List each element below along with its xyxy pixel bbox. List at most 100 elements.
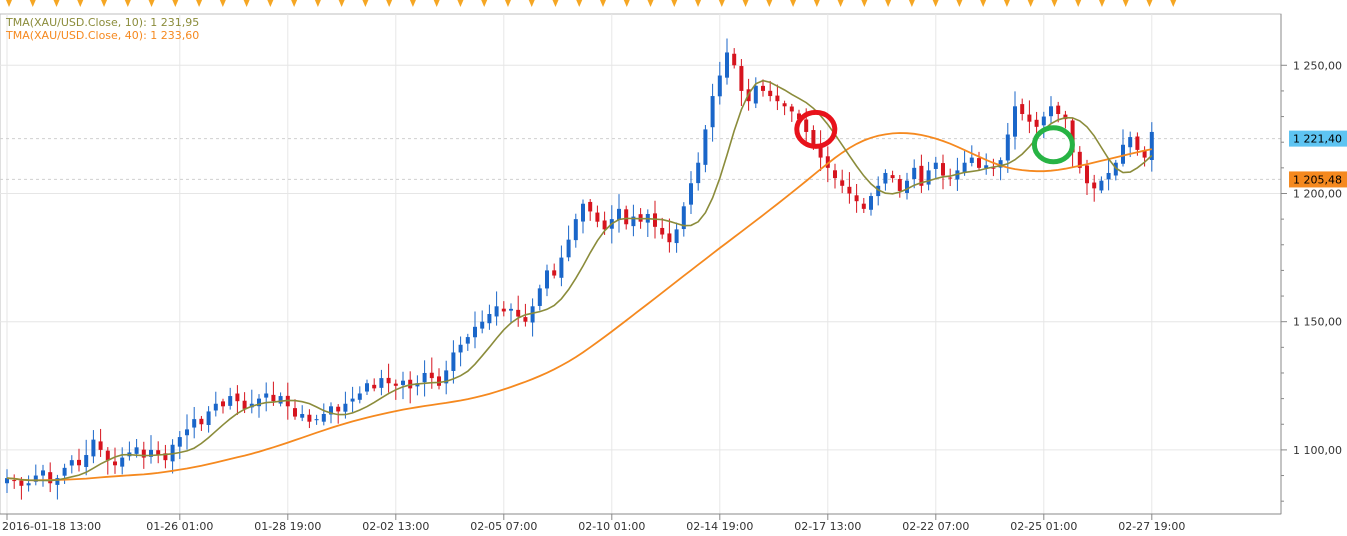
candle-down <box>156 450 161 456</box>
candle-down <box>948 177 953 179</box>
candle-up <box>185 429 189 436</box>
event-marker-icon <box>338 0 345 7</box>
candle-down <box>307 414 312 422</box>
candle-down <box>1034 119 1039 127</box>
red-signal-circle <box>794 109 838 149</box>
plot-frame <box>0 13 1282 515</box>
candle-down <box>653 213 657 227</box>
event-marker-icon <box>742 0 749 7</box>
event-markers <box>6 0 1177 7</box>
candle-up <box>55 478 60 485</box>
candle-down <box>1092 182 1097 189</box>
candle-up <box>465 337 470 344</box>
event-marker-icon <box>1146 0 1153 7</box>
candle-down <box>336 406 341 412</box>
candle-down <box>602 220 607 230</box>
candle-up <box>350 398 355 402</box>
candle-up <box>869 196 873 210</box>
x-tick-label: 02-14 19:00 <box>686 520 753 533</box>
event-marker-icon <box>196 0 203 7</box>
candle-up <box>62 467 67 476</box>
candle-up <box>725 52 729 78</box>
event-marker-icon <box>409 0 416 7</box>
candle-down <box>797 113 801 120</box>
candle-up <box>689 183 693 205</box>
candle-up <box>365 383 369 392</box>
event-marker-icon <box>362 0 369 7</box>
candle-up <box>710 96 715 128</box>
candle-up <box>33 475 38 482</box>
candle-up <box>998 160 1003 168</box>
candle-down <box>242 400 247 409</box>
event-marker-icon <box>1051 0 1058 7</box>
axes: 1 100,00 1 150,00 1 200,00 1 250,00 2016-01-… <box>0 14 1347 533</box>
candle-down <box>429 372 434 379</box>
candle-down <box>105 450 110 461</box>
candle-down <box>941 163 945 176</box>
event-marker-icon <box>528 0 535 7</box>
y-tick-label: 1 150,00 <box>1293 316 1342 329</box>
candle-up <box>969 157 974 163</box>
event-marker-icon <box>77 0 84 7</box>
candle-down <box>804 119 809 132</box>
event-marker-icon <box>386 0 393 7</box>
candle-up <box>1113 162 1118 176</box>
candle-down <box>552 270 557 276</box>
candle-down <box>1085 165 1089 184</box>
candle-down <box>1027 114 1032 122</box>
candle-up <box>573 219 578 241</box>
event-marker-icon <box>980 0 987 7</box>
candle-up <box>487 314 492 324</box>
candle-up <box>401 380 405 385</box>
candle-up <box>177 437 182 447</box>
candle-down <box>199 418 204 425</box>
event-marker-icon <box>1003 0 1010 7</box>
candle-down <box>1063 114 1068 120</box>
candle-up <box>422 372 427 383</box>
candle-up <box>1128 137 1133 148</box>
candle-up <box>69 460 74 466</box>
candle-down <box>221 401 225 407</box>
event-marker-icon <box>956 0 963 7</box>
event-marker-icon <box>885 0 892 7</box>
candle-up <box>343 403 348 412</box>
event-marker-icon <box>647 0 654 7</box>
event-marker-icon <box>552 0 559 7</box>
candle-up <box>703 129 708 165</box>
candle-up <box>26 483 31 486</box>
event-marker-icon <box>433 0 440 7</box>
event-marker-icon <box>695 0 702 7</box>
green-signal-circle <box>1031 125 1075 165</box>
candle-down <box>667 233 672 243</box>
candle-up <box>696 162 701 184</box>
candle-down <box>163 453 168 461</box>
y-tick-label: 1 200,00 <box>1293 187 1342 200</box>
candle-down <box>1135 136 1140 150</box>
x-tick-label: 02-25 01:00 <box>1010 520 1077 533</box>
candle-down <box>782 103 787 107</box>
candle-down <box>1056 105 1061 114</box>
candle-up <box>473 326 477 338</box>
candle-up <box>1149 131 1154 161</box>
candle-up <box>962 162 967 172</box>
candle-up <box>149 449 153 457</box>
candle-up <box>314 419 319 421</box>
candle-up <box>545 270 549 289</box>
candle-up <box>537 288 542 306</box>
candle-down <box>919 165 924 186</box>
event-marker-icon <box>481 0 488 7</box>
candle-down <box>811 130 816 148</box>
legend-tma10: TMA(XAU/USD.Close, 10): 1 231,95 <box>6 16 200 29</box>
indicator-legend: TMA(XAU/USD.Close, 10): 1 231,95 TMA(XAU… <box>6 16 199 42</box>
candle-up <box>91 439 96 457</box>
candle-up <box>617 208 621 220</box>
x-tick-label: 01-28 19:00 <box>254 520 321 533</box>
tma10-line <box>6 79 1153 482</box>
candle-up <box>415 383 420 387</box>
price-tag <box>1289 171 1347 188</box>
event-marker-icon <box>29 0 36 7</box>
candle-up <box>5 478 9 484</box>
candle-down <box>768 90 773 97</box>
candle-down <box>386 377 391 384</box>
